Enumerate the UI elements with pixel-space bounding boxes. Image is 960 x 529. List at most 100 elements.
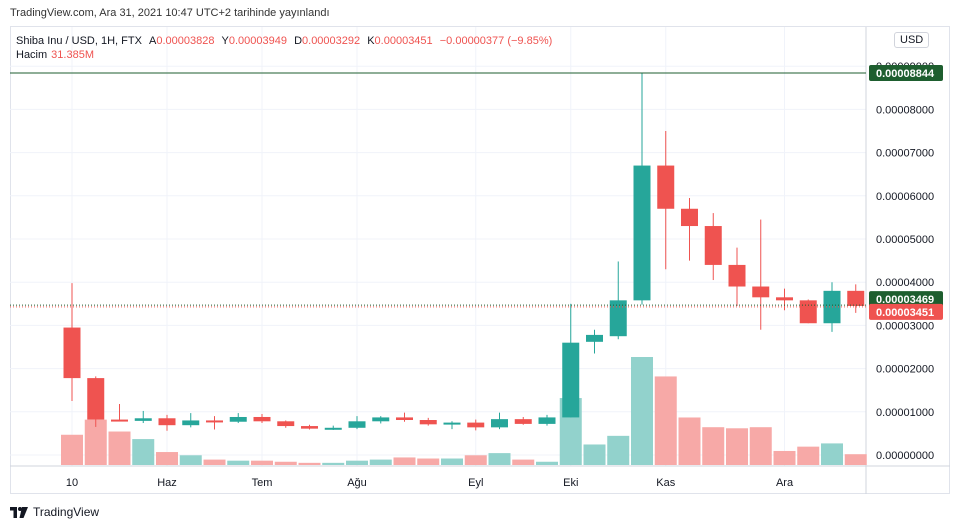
open-key: A (149, 35, 157, 47)
volume-bar (464, 455, 487, 465)
y-tick-label: 0.00001000 (876, 407, 934, 419)
volume-bar (251, 460, 273, 465)
close-key: K (367, 35, 375, 47)
candle-body (111, 419, 128, 422)
close-value: 0.00003451 (374, 35, 433, 47)
ohlc-legend: Shiba Inu / USD, 1H, FTX A0.00003828 Y0.… (16, 33, 552, 49)
candle-body (847, 290, 865, 306)
high-value: 0.00003949 (228, 35, 287, 47)
candle-body (324, 427, 342, 430)
volume-bar (346, 460, 368, 465)
y-tick-label: 0.00006000 (876, 191, 934, 203)
candle-body (301, 426, 318, 429)
symbol-label: Shiba Inu / USD, 1H, FTX (16, 35, 142, 47)
candle-body (704, 226, 722, 265)
x-tick-label: Haz (157, 477, 177, 489)
volume-bar (607, 435, 630, 465)
volume-bar (132, 439, 155, 465)
price-label-text: 0.00003451 (876, 307, 934, 319)
candle-body (158, 418, 176, 426)
volume-bar (203, 459, 226, 465)
currency-button[interactable]: USD (894, 32, 930, 48)
y-tick-label: 0.00004000 (876, 277, 934, 289)
x-tick-label: Ağu (347, 477, 367, 489)
candle-body (776, 297, 793, 301)
x-tick-label: 10 (66, 477, 78, 489)
volume-value: 31.385M (51, 49, 94, 61)
y-tick-label: 0.00003000 (876, 320, 934, 332)
candles (63, 73, 865, 431)
candle-body (277, 421, 295, 427)
candle-body (609, 300, 627, 337)
candle-body (799, 300, 817, 324)
price-label-box (869, 64, 943, 81)
candle-body (633, 165, 651, 301)
x-tick-label: Tem (252, 477, 273, 489)
volume-bar (393, 457, 416, 465)
volume-bars (61, 357, 867, 465)
footer-brand-text: TradingView (33, 505, 100, 519)
volume-key: Hacim (16, 49, 48, 61)
volume-bar (488, 453, 511, 465)
volume-bar (726, 428, 748, 465)
volume-bar (678, 417, 701, 465)
candle-body (419, 420, 437, 425)
price-label-text: 0.00003469 (876, 294, 934, 306)
price-label-box (869, 291, 943, 308)
change-value: −0.00000377 (−9.85%) (439, 35, 553, 47)
volume-bar (821, 443, 843, 465)
volume-bar (536, 461, 558, 465)
publish-caption: TradingView.com, Ara 31, 2021 10:47 UTC+… (10, 7, 330, 19)
price-lines (10, 72, 866, 308)
volume-bar (631, 357, 653, 465)
volume-bar (797, 446, 820, 465)
volume-bar (179, 455, 202, 465)
footer-brand: TradingView (10, 505, 99, 519)
x-tick-label: Eki (563, 477, 578, 489)
volume-bar (512, 459, 535, 465)
y-tick-label: 0.00000000 (876, 450, 934, 462)
high-key: Y (221, 35, 229, 47)
candle-body (538, 417, 556, 424)
x-tick-label: Eyl (468, 477, 483, 489)
candle-body (467, 422, 485, 428)
volume-bar (156, 452, 178, 465)
low-key: D (294, 35, 303, 47)
volume-bar (227, 460, 250, 465)
candle-body (752, 286, 770, 298)
candle-body (63, 327, 81, 379)
candle-body (348, 421, 366, 428)
x-tick-label: Kas (656, 477, 675, 489)
volume-bar (844, 454, 867, 465)
volume-bar (773, 450, 796, 465)
y-tick-label: 0.00002000 (876, 364, 934, 376)
volume-bar (702, 427, 725, 465)
y-axis: 0.00000000 0.00001000 0.00002000 0.00003000… (876, 61, 934, 462)
volume-bar (84, 419, 107, 465)
candle-body (586, 334, 603, 342)
candle-body (728, 264, 746, 287)
candle-body (681, 208, 698, 227)
y-tick-label: 0.00007000 (876, 148, 934, 160)
y-tick-label: 0.00005000 (876, 234, 934, 246)
x-tick-label: Ara (776, 477, 794, 489)
candle-body (206, 420, 223, 423)
candle-body (182, 420, 200, 426)
candle-body (491, 419, 508, 428)
price-label-text: 0.00008844 (876, 68, 935, 80)
volume-bar (749, 427, 772, 465)
volume-bar (654, 376, 677, 465)
volume-bar (274, 461, 297, 465)
volume-bar (61, 434, 83, 465)
candle-body (372, 417, 390, 422)
candle-body (657, 165, 675, 209)
volume-bar (583, 444, 606, 465)
tradingview-logo-icon (10, 506, 28, 518)
candle-body (396, 417, 413, 421)
x-axis: 10 Haz Tem Ağu Eyl Eki Kas Ara (66, 477, 794, 489)
volume-bar (441, 458, 463, 465)
y-tick-label: 0.00008000 (876, 104, 934, 116)
candle-body (562, 342, 580, 418)
candle-body (253, 416, 271, 422)
